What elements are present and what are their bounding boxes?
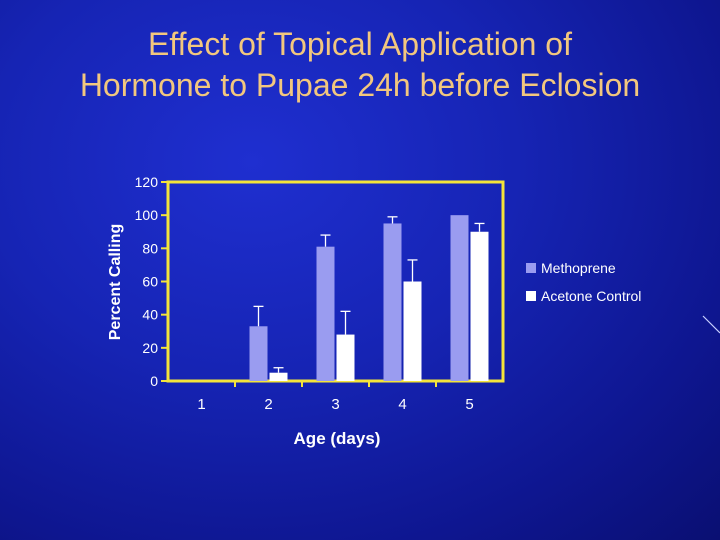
legend: Methoprene Acetone Control (526, 260, 641, 304)
bars (249, 215, 489, 381)
x-tick-label: 2 (264, 396, 272, 413)
bar-acetone-control (269, 372, 288, 381)
legend-swatch (526, 263, 536, 273)
y-axis-label: Percent Calling (107, 224, 124, 340)
x-tick-label: 3 (331, 396, 339, 413)
bar-methoprene (383, 223, 402, 381)
bar-acetone-control (403, 281, 422, 381)
error-bars (253, 216, 485, 373)
y-tick-label: 120 (135, 174, 159, 190)
y-tick-label: 100 (135, 207, 159, 223)
y-tick-label: 40 (142, 307, 158, 323)
y-axis: 0 20 40 60 80 100 120 (135, 174, 505, 389)
y-tick-label: 80 (142, 240, 158, 256)
title-line-1: Effect of Topical Application of (148, 26, 572, 62)
bar-acetone-control (336, 334, 355, 381)
bar-methoprene (450, 215, 469, 381)
bar-methoprene (249, 326, 268, 381)
x-tick-label: 1 (197, 396, 205, 413)
y-tick-label: 60 (142, 274, 158, 290)
slide-title: Effect of Topical Application of Hormone… (0, 24, 720, 106)
legend-label: Methoprene (541, 260, 616, 276)
y-tick-label: 20 (142, 340, 158, 356)
x-tick-label: 4 (398, 396, 406, 413)
bar-acetone-control (470, 231, 489, 381)
x-axis-label: Age (days) (294, 429, 381, 448)
title-line-2: Hormone to Pupae 24h before Eclosion (79, 67, 641, 103)
x-axis: 1 2 3 4 5 (197, 381, 474, 413)
y-tick-label: 0 (150, 373, 158, 389)
legend-swatch (526, 291, 536, 301)
x-tick-label: 5 (465, 396, 473, 413)
bar-methoprene (316, 246, 335, 381)
legend-label: Acetone Control (541, 288, 641, 304)
